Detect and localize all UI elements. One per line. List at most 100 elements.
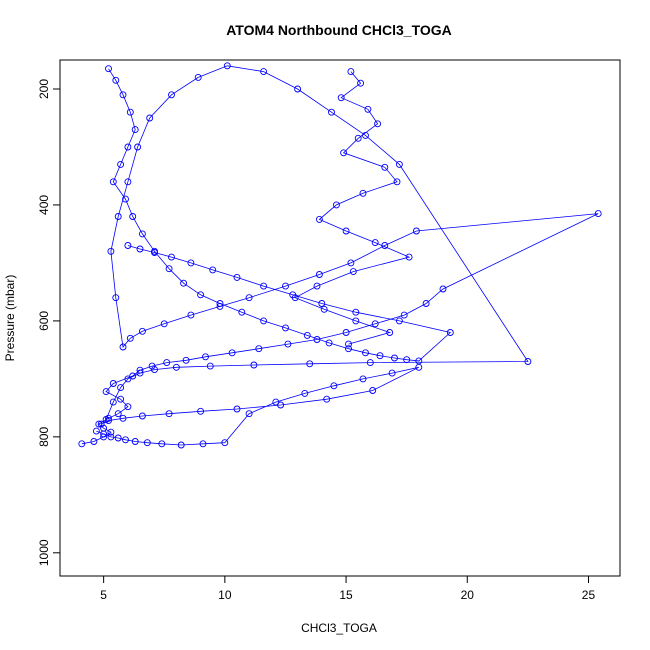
series-layer	[78, 62, 602, 449]
data-point	[374, 120, 382, 128]
data-point	[114, 213, 122, 220]
data-point	[119, 343, 127, 351]
y-tick-label: 600	[37, 311, 51, 331]
data-point	[260, 317, 268, 325]
data-point	[126, 108, 134, 116]
data-point	[136, 245, 144, 253]
data-point	[187, 259, 195, 267]
data-point	[199, 440, 207, 448]
data-point	[323, 395, 331, 403]
data-point	[250, 361, 258, 369]
series-0	[78, 62, 602, 448]
data-point	[206, 362, 214, 370]
data-point	[386, 329, 394, 336]
data-point	[114, 434, 122, 442]
plot-frame	[59, 59, 621, 577]
data-point	[291, 294, 299, 302]
chart-title: ATOM4 Northbound CHCl3_TOGA	[226, 22, 452, 38]
data-point	[282, 282, 289, 290]
data-point	[415, 363, 423, 371]
y-tick-label: 800	[37, 427, 51, 447]
x-axis: 5 10 15 20 25	[100, 576, 595, 602]
data-point	[337, 94, 345, 102]
data-point	[78, 440, 86, 448]
data-point	[330, 382, 338, 390]
data-point	[245, 294, 253, 302]
data-point	[197, 291, 205, 299]
data-point	[366, 359, 374, 367]
data-point	[306, 360, 314, 368]
data-point	[245, 410, 253, 418]
data-point	[359, 189, 367, 197]
data-point	[277, 401, 285, 409]
data-point	[172, 363, 180, 371]
y-tick-label: 400	[37, 195, 51, 215]
data-point	[303, 331, 311, 339]
data-point	[180, 279, 188, 287]
data-point	[345, 340, 352, 348]
data-point	[124, 143, 132, 151]
data-point	[260, 282, 268, 290]
data-point	[362, 349, 369, 357]
series-line	[96, 366, 419, 446]
data-point	[340, 149, 348, 157]
data-point	[221, 439, 229, 447]
data-point	[359, 375, 367, 383]
data-point	[148, 362, 156, 370]
y-tick-label: 1000	[37, 539, 51, 566]
x-tick-label: 15	[339, 588, 353, 602]
data-point	[109, 178, 117, 186]
data-point	[388, 369, 396, 377]
data-point	[395, 160, 403, 168]
data-point	[364, 105, 372, 113]
x-tick-label: 10	[218, 588, 232, 602]
data-point	[216, 300, 224, 307]
data-point	[255, 345, 263, 353]
data-point	[284, 340, 292, 348]
data-point	[315, 215, 323, 223]
data-point	[112, 76, 120, 84]
y-axis: 200 400 600 800 1000	[37, 79, 60, 566]
data-point	[594, 210, 602, 218]
data-point	[349, 268, 357, 276]
data-point	[124, 242, 132, 249]
data-point	[105, 65, 112, 73]
series-2	[92, 363, 423, 449]
series-1	[105, 65, 454, 365]
x-tick-label: 20	[461, 588, 475, 602]
data-point	[112, 294, 120, 302]
data-point	[400, 311, 408, 319]
y-tick-label: 200	[37, 79, 51, 99]
data-point	[119, 91, 127, 99]
data-point	[165, 265, 173, 273]
data-point	[138, 230, 146, 238]
data-point	[117, 384, 125, 392]
data-point	[325, 339, 333, 347]
data-point	[168, 91, 175, 99]
data-point	[194, 73, 202, 81]
data-point	[134, 143, 142, 151]
data-point	[177, 441, 185, 449]
x-tick-label: 25	[582, 588, 596, 602]
data-point	[315, 271, 323, 278]
data-point	[320, 305, 328, 313]
data-point	[352, 317, 360, 325]
data-point	[209, 266, 217, 274]
data-point	[391, 354, 398, 362]
data-point	[92, 427, 100, 435]
data-point	[122, 436, 129, 444]
data-point	[114, 410, 122, 418]
data-point	[158, 440, 166, 448]
data-point	[151, 249, 158, 256]
data-point	[138, 327, 146, 335]
data-point	[524, 358, 532, 365]
x-axis-label: CHCl3_TOGA	[301, 621, 377, 635]
data-point	[146, 114, 154, 122]
data-point	[107, 247, 115, 255]
data-point	[439, 285, 447, 293]
data-point	[395, 317, 403, 325]
data-point	[347, 259, 355, 267]
data-point	[117, 160, 125, 168]
data-point	[187, 311, 195, 319]
